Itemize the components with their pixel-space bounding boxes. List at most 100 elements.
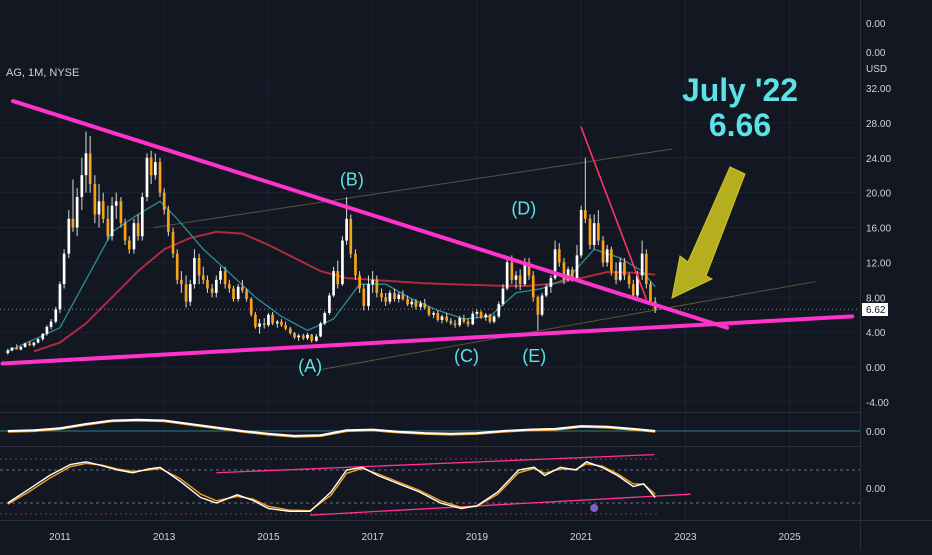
- candle-body: [19, 346, 23, 350]
- candle-body: [588, 218, 592, 245]
- candle-body: [41, 333, 45, 340]
- candle-body: [401, 294, 405, 299]
- candle-body: [375, 279, 379, 293]
- stoch-k-line: [7, 461, 656, 512]
- candle-body: [10, 347, 14, 351]
- candle-body: [119, 201, 123, 224]
- faint-line-layer: [153, 148, 816, 371]
- candle: [49, 319, 53, 330]
- candle-body: [227, 284, 231, 289]
- candle: [71, 179, 75, 232]
- price-axis[interactable]: 32.00 28.00 24.00 20.00 16.00 12.00 8.00 4.00 0.…: [866, 84, 891, 409]
- candle: [354, 249, 357, 280]
- candle-body: [197, 258, 201, 276]
- candle-body: [462, 318, 466, 322]
- candle-body: [58, 284, 62, 310]
- candle-body: [232, 288, 235, 299]
- candle-body: [618, 262, 622, 280]
- candle: [349, 214, 353, 259]
- candle: [514, 271, 518, 289]
- candle-body: [280, 321, 283, 326]
- candle: [358, 271, 361, 293]
- candle: [80, 157, 84, 211]
- candle-body: [536, 297, 540, 315]
- y-tick-label: 28.00: [866, 119, 891, 130]
- candle-body: [206, 279, 209, 289]
- candle-body: [371, 279, 375, 285]
- candle: [397, 292, 401, 303]
- candle-body: [145, 157, 149, 197]
- candle: [479, 310, 483, 320]
- candle: [319, 321, 322, 338]
- candles-layer: [0, 131, 860, 355]
- candle-body: [631, 284, 635, 296]
- candle-body: [284, 325, 287, 329]
- candle-body: [518, 275, 522, 285]
- candle: [88, 135, 92, 193]
- candle: [171, 227, 175, 259]
- candle-body: [62, 253, 66, 285]
- candle: [488, 313, 492, 324]
- candle: [214, 275, 218, 298]
- candle: [153, 153, 157, 180]
- candle: [127, 236, 131, 254]
- candle-body: [6, 350, 10, 354]
- candle: [236, 284, 240, 302]
- candle: [28, 340, 32, 347]
- candle: [93, 175, 97, 224]
- candle: [175, 249, 179, 285]
- candle: [123, 218, 127, 245]
- candle: [284, 321, 287, 331]
- candle: [140, 192, 144, 241]
- candle-body: [106, 218, 110, 237]
- candle: [101, 192, 105, 224]
- candle-body: [557, 249, 561, 263]
- candle-body: [171, 231, 175, 254]
- candle: [640, 240, 644, 280]
- candle-body: [114, 201, 118, 206]
- candle: [623, 258, 626, 280]
- candle-body: [471, 313, 475, 325]
- candle-body: [527, 262, 531, 276]
- candle: [328, 292, 331, 315]
- candle: [610, 246, 613, 276]
- candle-body: [306, 334, 309, 339]
- candle-body: [297, 335, 300, 338]
- candle-body: [258, 323, 261, 327]
- candle: [58, 281, 62, 313]
- candle: [497, 301, 501, 319]
- candle: [614, 262, 618, 285]
- candle-body: [136, 223, 140, 237]
- candle-body: [288, 328, 292, 333]
- candle-body: [180, 279, 183, 285]
- candle-body: [45, 326, 49, 334]
- candle-body: [210, 288, 214, 293]
- candle: [36, 338, 40, 344]
- stoch-marker-dot: [590, 504, 599, 512]
- candle: [427, 305, 431, 317]
- x-tick-label: 2017: [362, 532, 385, 543]
- candle: [136, 214, 140, 241]
- candle: [254, 312, 257, 329]
- candle: [227, 279, 231, 293]
- candle-body: [597, 223, 600, 241]
- candle: [601, 236, 605, 267]
- candle: [15, 344, 19, 350]
- candle-body: [93, 183, 97, 215]
- candle-body: [188, 284, 192, 302]
- candle: [492, 314, 496, 324]
- time-axis[interactable]: 2011 2013 2015 2017 2019 2021 2023 2025: [49, 532, 801, 543]
- candle: [223, 266, 227, 289]
- candle-body: [67, 218, 71, 254]
- candle-body: [315, 336, 318, 341]
- candle: [62, 249, 66, 289]
- candle: [10, 346, 14, 352]
- candle-body: [54, 309, 58, 322]
- candle-body: [319, 323, 322, 337]
- currency-label: USD: [866, 64, 887, 75]
- candle: [293, 332, 296, 340]
- symbol-label[interactable]: AG, 1M, NYSE: [6, 67, 79, 79]
- candle-body: [627, 275, 631, 285]
- trendline: [11, 99, 730, 330]
